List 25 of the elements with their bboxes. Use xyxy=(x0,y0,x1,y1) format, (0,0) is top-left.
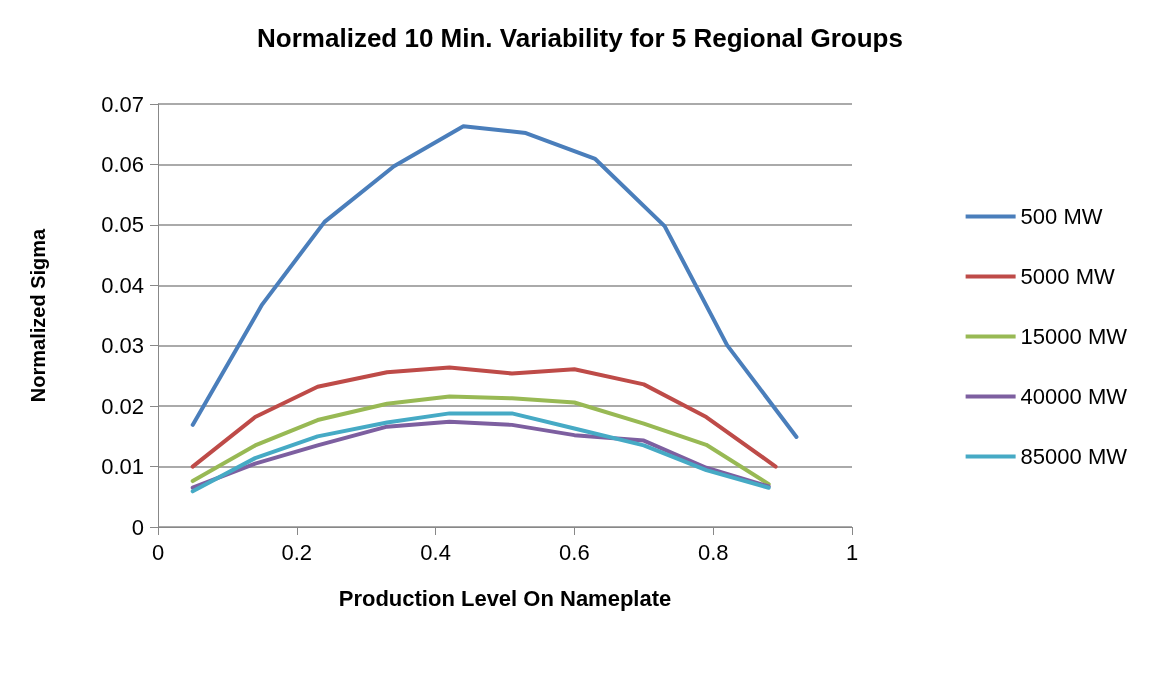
y-tick-label: 0 xyxy=(131,514,144,540)
chart-title: Normalized 10 Min. Variability for 5 Regional Groups xyxy=(257,23,903,53)
x-axis-title: Production Level On Nameplate xyxy=(338,585,672,611)
line-series xyxy=(190,365,778,469)
legend-label: 85000 MW xyxy=(1020,444,1128,469)
x-tick-label: 1 xyxy=(845,539,859,565)
y-tick-label: 0.06 xyxy=(101,151,144,177)
legend-label: 500 MW xyxy=(1020,204,1103,229)
x-tick-label: 0.4 xyxy=(420,539,451,565)
y-tick-label: 0.04 xyxy=(101,272,144,298)
legend-label: 40000 MW xyxy=(1020,384,1128,409)
y-tick-label: 0.01 xyxy=(101,454,144,480)
y-tick-label: 0.05 xyxy=(101,212,144,238)
y-axis-title: Normalized Sigma xyxy=(27,227,49,403)
x-tick-label: 0.8 xyxy=(697,539,729,565)
y-tick-label: 0.03 xyxy=(101,333,144,359)
line-series xyxy=(190,124,799,439)
y-tick-label: 0.02 xyxy=(101,393,144,419)
line-series xyxy=(190,394,771,487)
x-tick-label: 0.2 xyxy=(281,539,313,565)
y-tick-label: 0.07 xyxy=(101,91,144,117)
x-tick-label: 0.6 xyxy=(559,539,590,565)
x-tick-label: 0 xyxy=(151,539,165,565)
legend-label: 5000 MW xyxy=(1020,264,1115,289)
legend-label: 15000 MW xyxy=(1020,324,1128,349)
